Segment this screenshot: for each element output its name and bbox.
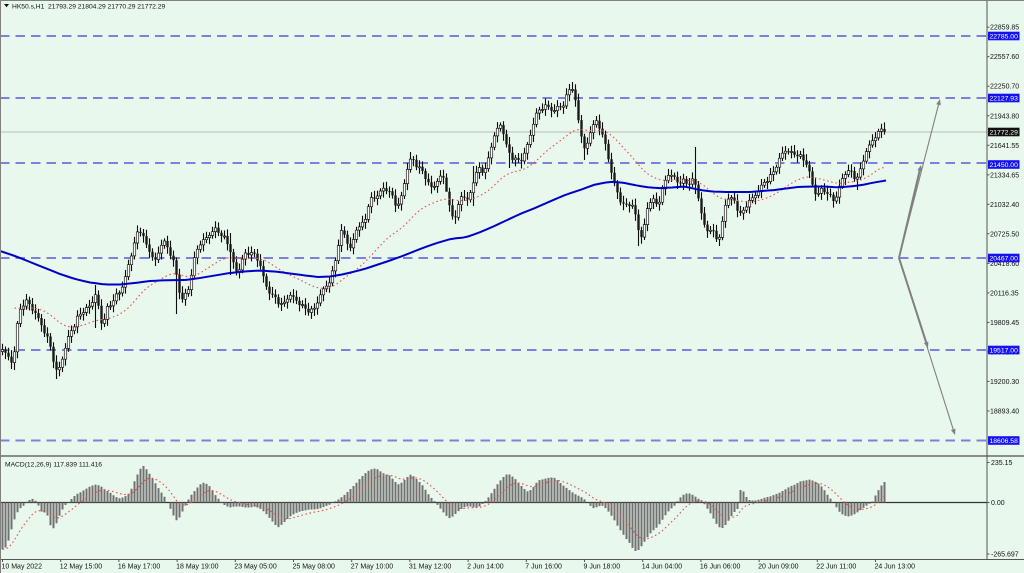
svg-text:HK50.s,H1 21793.29 21804.29 2: HK50.s,H1 21793.29 21804.29 21770.29 217… xyxy=(12,4,165,11)
svg-text:7 Jun 16:00: 7 Jun 16:00 xyxy=(525,564,562,571)
svg-text:21334.65: 21334.65 xyxy=(990,172,1019,179)
svg-text:18893.40: 18893.40 xyxy=(990,409,1019,416)
svg-text:9 Jun 18:00: 9 Jun 18:00 xyxy=(584,564,621,571)
svg-text:20116.35: 20116.35 xyxy=(990,290,1019,297)
svg-text:24 Jun 13:00: 24 Jun 13:00 xyxy=(875,564,916,571)
svg-text:MACD(12,26,9) 117.839 111.416: MACD(12,26,9) 117.839 111.416 xyxy=(5,462,102,469)
svg-text:22557.60: 22557.60 xyxy=(990,54,1019,61)
svg-text:0.00: 0.00 xyxy=(991,500,1005,507)
svg-text:235.15: 235.15 xyxy=(991,460,1013,467)
svg-text:18606.58: 18606.58 xyxy=(990,438,1019,445)
svg-text:23 May 05:00: 23 May 05:00 xyxy=(234,564,277,571)
svg-text:21032.40: 21032.40 xyxy=(990,202,1019,209)
svg-text:21943.80: 21943.80 xyxy=(990,113,1019,120)
svg-text:10 May 2022: 10 May 2022 xyxy=(2,564,43,571)
svg-text:16 Jun 06:00: 16 Jun 06:00 xyxy=(700,564,741,571)
svg-text:20418.60: 20418.60 xyxy=(990,261,1019,268)
svg-text:21641.55: 21641.55 xyxy=(990,143,1019,150)
svg-text:27 May 10:00: 27 May 10:00 xyxy=(351,564,394,571)
svg-text:20467.00: 20467.00 xyxy=(990,256,1019,263)
svg-text:22785.00: 22785.00 xyxy=(990,34,1019,41)
svg-text:2 Jun 14:00: 2 Jun 14:00 xyxy=(467,564,504,571)
svg-text:21450.00: 21450.00 xyxy=(990,162,1019,169)
svg-text:20725.50: 20725.50 xyxy=(990,231,1019,238)
svg-text:20 Jun 09:00: 20 Jun 09:00 xyxy=(758,564,799,571)
svg-text:16 May 17:00: 16 May 17:00 xyxy=(118,564,161,571)
svg-text:18 May 19:00: 18 May 19:00 xyxy=(176,564,219,571)
svg-text:31 May 12:00: 31 May 12:00 xyxy=(409,564,452,571)
svg-text:-265.697: -265.697 xyxy=(991,552,1019,559)
svg-text:22250.70: 22250.70 xyxy=(990,84,1019,91)
svg-text:25 May 08:00: 25 May 08:00 xyxy=(293,564,336,571)
svg-text:12 May 15:00: 12 May 15:00 xyxy=(60,564,103,571)
svg-text:22859.85: 22859.85 xyxy=(990,25,1019,32)
svg-text:14 Jun 04:00: 14 Jun 04:00 xyxy=(642,564,683,571)
svg-text:22127.93: 22127.93 xyxy=(990,96,1019,103)
svg-text:19517.00: 19517.00 xyxy=(990,348,1019,355)
svg-text:22 Jun 11:00: 22 Jun 11:00 xyxy=(816,564,856,571)
svg-text:19809.45: 19809.45 xyxy=(990,320,1019,327)
svg-text:19200.30: 19200.30 xyxy=(990,379,1019,386)
svg-text:21772.29: 21772.29 xyxy=(990,130,1019,137)
